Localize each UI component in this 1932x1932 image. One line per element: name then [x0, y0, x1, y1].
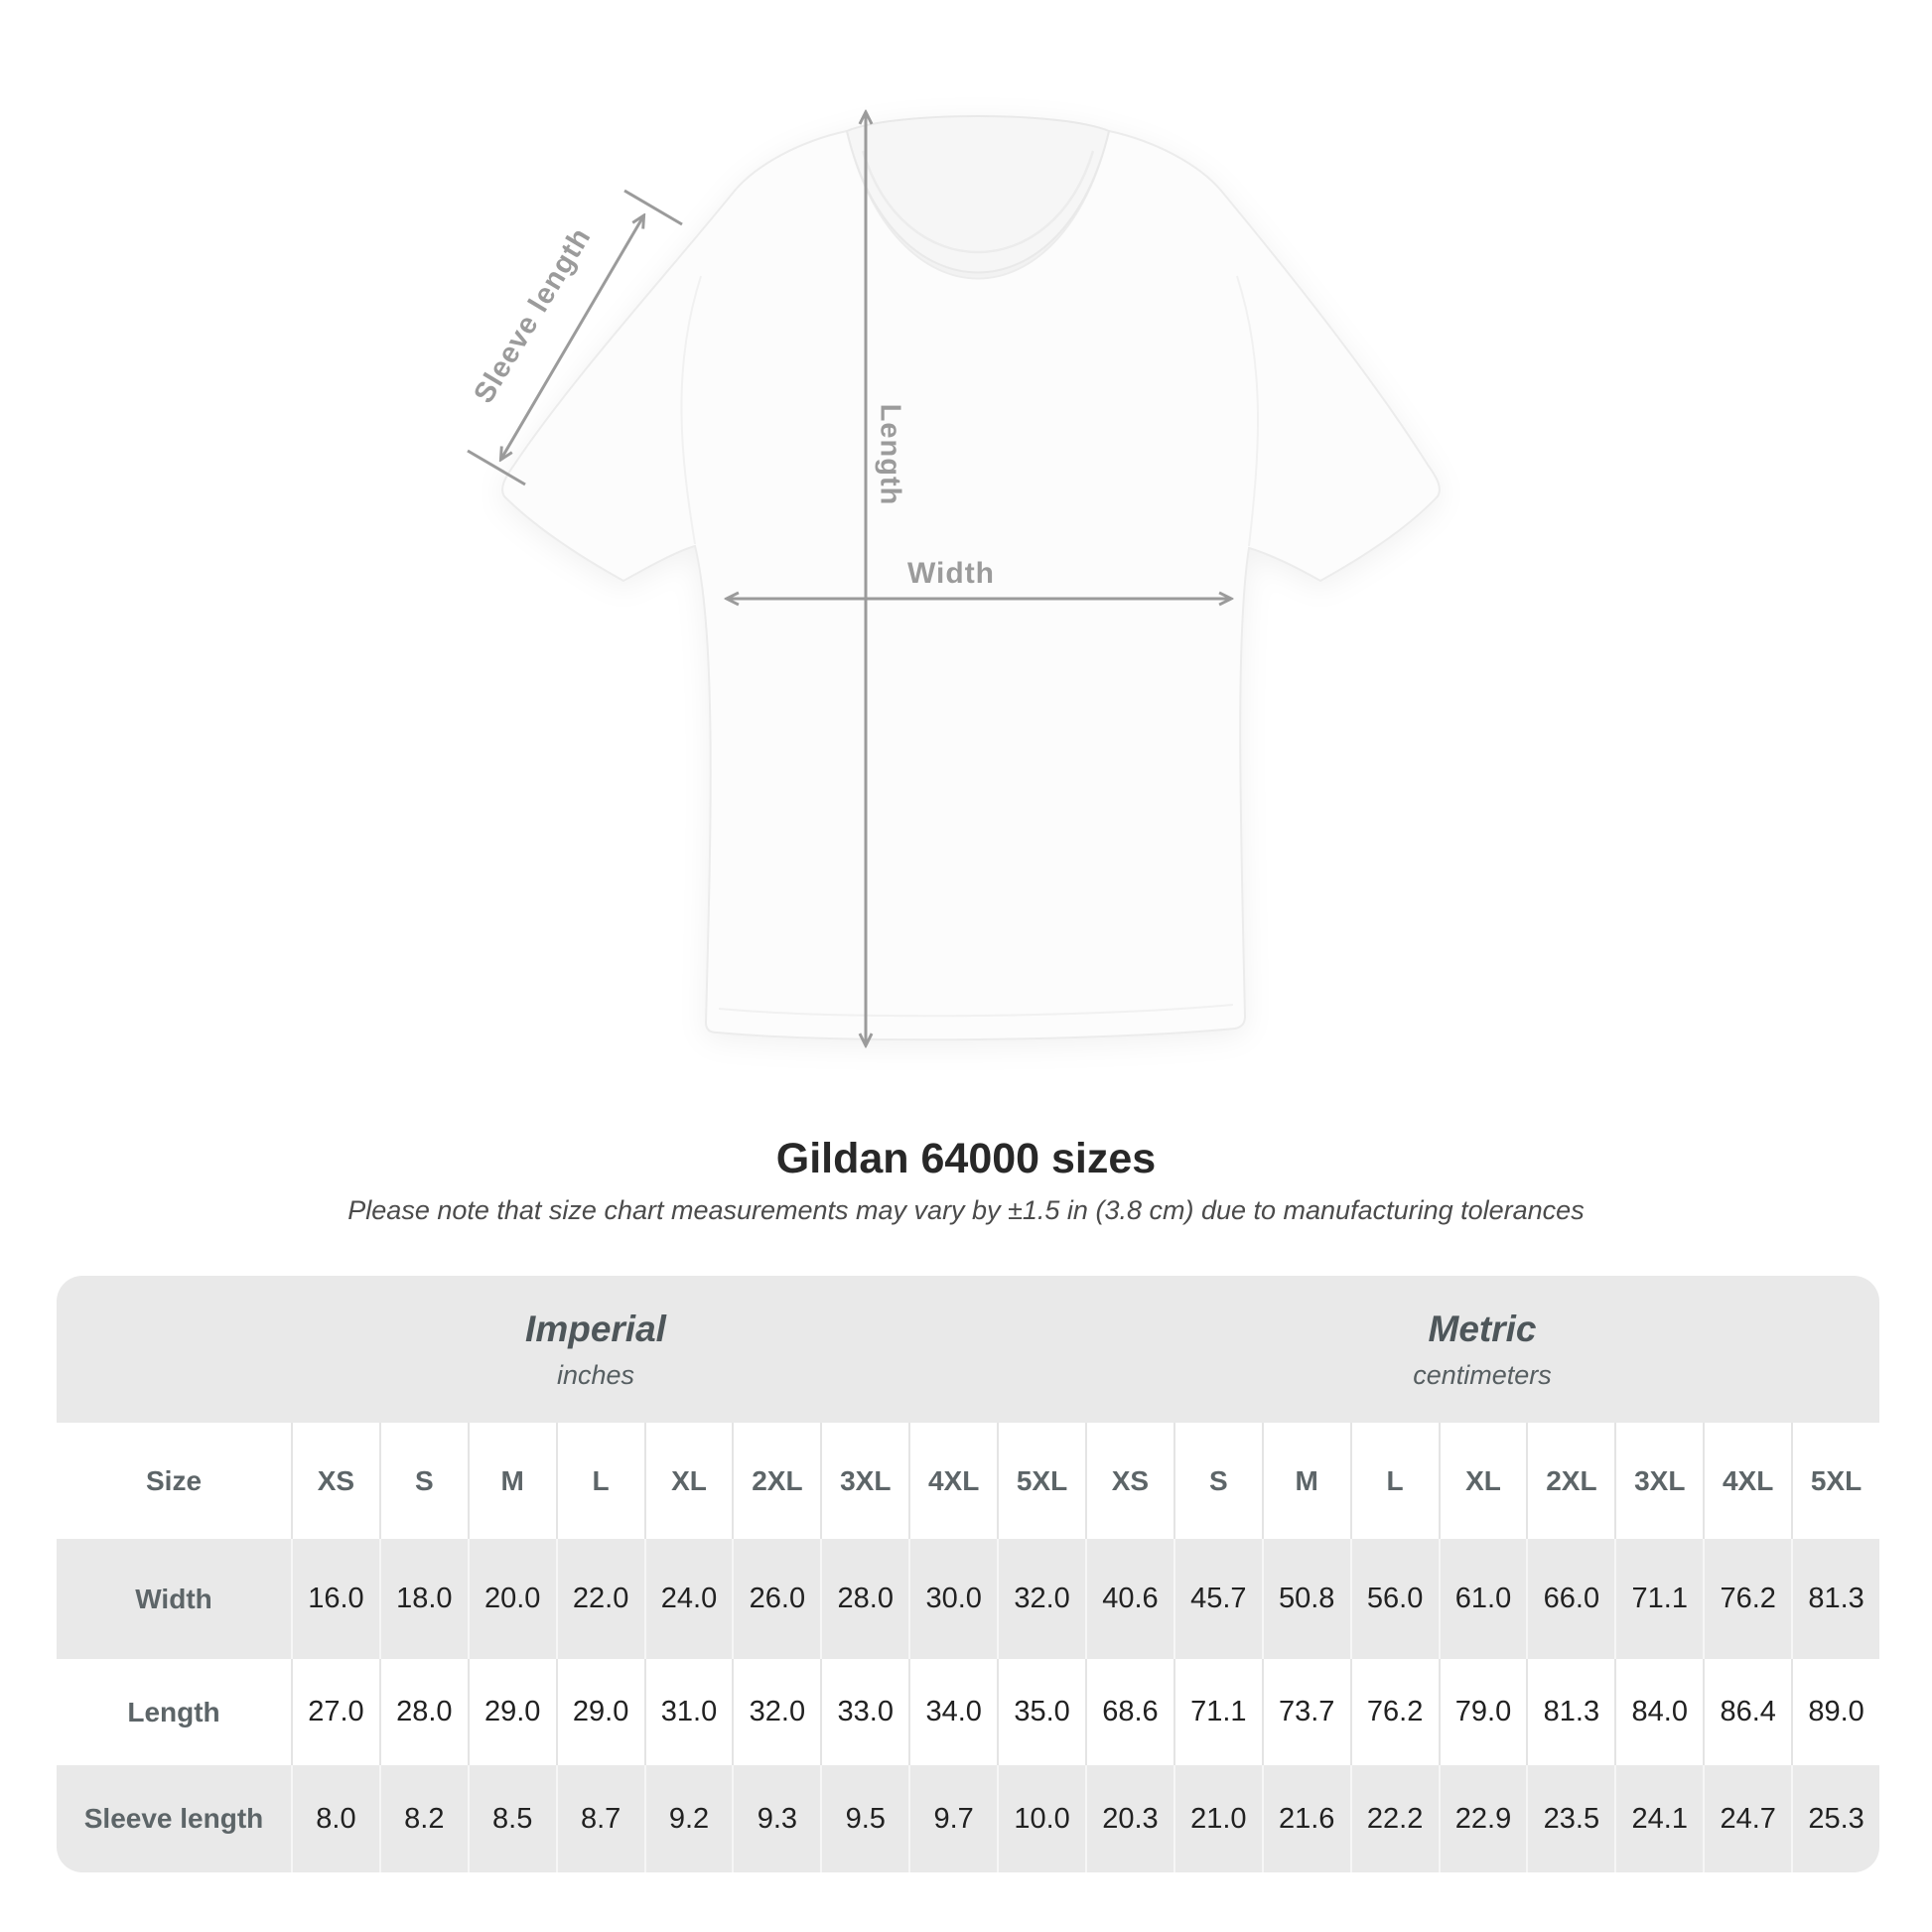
size-table: Imperial inches Metric centimeters Size X… — [57, 1276, 1879, 1872]
value-cell-metric: 66.0 — [1526, 1539, 1615, 1659]
value-cell-metric: 45.7 — [1173, 1539, 1262, 1659]
value-cell-imperial: 22.0 — [555, 1539, 644, 1659]
value-cell-metric: 79.0 — [1438, 1659, 1527, 1765]
row-label: Sleeve length — [57, 1765, 291, 1872]
value-cell-metric: 84.0 — [1614, 1659, 1704, 1765]
value-cell-metric: 22.9 — [1438, 1765, 1527, 1872]
size-header-metric-s: S — [1173, 1423, 1262, 1539]
width-label: Width — [906, 557, 996, 590]
value-cell-imperial: 9.7 — [908, 1765, 998, 1872]
value-cell-metric: 76.2 — [1349, 1659, 1439, 1765]
size-header-imperial-s: S — [378, 1423, 468, 1539]
value-cell-metric: 89.0 — [1791, 1659, 1879, 1765]
size-header-metric-3xl: 3XL — [1614, 1423, 1704, 1539]
value-cell-imperial: 10.0 — [997, 1765, 1085, 1872]
size-grid: Size XS S M L XL 2XL 3XL 4XL 5XL XS S M L XL 2XL 3XL 4XL 5… — [57, 1423, 1879, 1872]
value-cell-metric: 24.7 — [1703, 1765, 1792, 1872]
value-cell-imperial: 31.0 — [643, 1659, 733, 1765]
value-cell-metric: 22.2 — [1349, 1765, 1439, 1872]
value-cell-metric: 81.3 — [1791, 1539, 1879, 1659]
size-header-imperial-2xl: 2XL — [732, 1423, 821, 1539]
value-cell-imperial: 28.0 — [820, 1539, 909, 1659]
imperial-header-title: Imperial — [525, 1308, 666, 1349]
size-header-imperial-m: M — [467, 1423, 556, 1539]
metric-header-title: Metric — [1428, 1308, 1537, 1349]
value-cell-imperial: 20.0 — [467, 1539, 556, 1659]
value-cell-imperial: 9.5 — [820, 1765, 909, 1872]
value-cell-imperial: 32.0 — [732, 1659, 821, 1765]
value-cell-metric: 81.3 — [1526, 1659, 1615, 1765]
value-cell-imperial: 35.0 — [997, 1659, 1085, 1765]
size-header-imperial-xs: XS — [291, 1423, 379, 1539]
size-header-metric-l: L — [1349, 1423, 1439, 1539]
value-cell-imperial: 30.0 — [908, 1539, 998, 1659]
sleeve-length-arrow — [467, 189, 683, 486]
value-cell-imperial: 8.5 — [467, 1765, 556, 1872]
value-cell-imperial: 18.0 — [378, 1539, 468, 1659]
value-cell-imperial: 8.2 — [378, 1765, 468, 1872]
value-cell-imperial: 9.3 — [732, 1765, 821, 1872]
tshirt-graphic — [501, 115, 1441, 1041]
value-cell-metric: 24.1 — [1614, 1765, 1704, 1872]
size-header-imperial-5xl: 5XL — [997, 1423, 1085, 1539]
value-cell-metric: 56.0 — [1349, 1539, 1439, 1659]
value-cell-imperial: 32.0 — [997, 1539, 1085, 1659]
metric-header: Metric centimeters — [1085, 1276, 1879, 1423]
value-cell-metric: 21.0 — [1173, 1765, 1262, 1872]
value-cell-metric: 71.1 — [1614, 1539, 1704, 1659]
value-cell-metric: 21.6 — [1261, 1765, 1350, 1872]
value-cell-metric: 71.1 — [1173, 1659, 1262, 1765]
size-header-imperial-xl: XL — [643, 1423, 733, 1539]
value-cell-metric: 23.5 — [1526, 1765, 1615, 1872]
imperial-header: Imperial inches — [57, 1276, 1085, 1423]
value-cell-metric: 25.3 — [1791, 1765, 1879, 1872]
value-cell-imperial: 27.0 — [291, 1659, 379, 1765]
value-cell-imperial: 9.2 — [643, 1765, 733, 1872]
value-cell-imperial: 28.0 — [378, 1659, 468, 1765]
value-cell-metric: 76.2 — [1703, 1539, 1792, 1659]
unit-header-band: Imperial inches Metric centimeters — [57, 1276, 1879, 1423]
size-header-metric-xs: XS — [1084, 1423, 1173, 1539]
size-column-header: Size — [57, 1423, 291, 1539]
collar — [845, 115, 1111, 274]
value-cell-metric: 40.6 — [1084, 1539, 1173, 1659]
value-cell-imperial: 8.7 — [555, 1765, 644, 1872]
value-cell-imperial: 34.0 — [908, 1659, 998, 1765]
value-cell-metric: 61.0 — [1438, 1539, 1527, 1659]
value-cell-imperial: 24.0 — [643, 1539, 733, 1659]
size-header-metric-m: M — [1261, 1423, 1350, 1539]
length-label: Length — [874, 403, 906, 506]
value-cell-metric: 20.3 — [1084, 1765, 1173, 1872]
size-header-metric-5xl: 5XL — [1791, 1423, 1879, 1539]
size-header-imperial-l: L — [555, 1423, 644, 1539]
size-header-imperial-4xl: 4XL — [908, 1423, 998, 1539]
value-cell-metric: 50.8 — [1261, 1539, 1350, 1659]
size-header-metric-4xl: 4XL — [1703, 1423, 1792, 1539]
size-header-metric-2xl: 2XL — [1526, 1423, 1615, 1539]
value-cell-metric: 86.4 — [1703, 1659, 1792, 1765]
value-cell-imperial: 33.0 — [820, 1659, 909, 1765]
tolerance-note: Please note that size chart measurements… — [347, 1195, 1585, 1225]
value-cell-imperial: 26.0 — [732, 1539, 821, 1659]
value-cell-metric: 73.7 — [1261, 1659, 1350, 1765]
value-cell-imperial: 16.0 — [291, 1539, 379, 1659]
value-cell-imperial: 29.0 — [467, 1659, 556, 1765]
value-cell-metric: 68.6 — [1084, 1659, 1173, 1765]
size-header-metric-xl: XL — [1438, 1423, 1527, 1539]
value-cell-imperial: 8.0 — [291, 1765, 379, 1872]
page-title: Gildan 64000 sizes — [775, 1135, 1157, 1182]
row-label: Length — [57, 1659, 291, 1765]
row-label: Width — [57, 1539, 291, 1659]
imperial-header-unit: inches — [556, 1359, 635, 1390]
value-cell-imperial: 29.0 — [555, 1659, 644, 1765]
size-header-imperial-3xl: 3XL — [820, 1423, 909, 1539]
metric-header-unit: centimeters — [1413, 1359, 1552, 1390]
